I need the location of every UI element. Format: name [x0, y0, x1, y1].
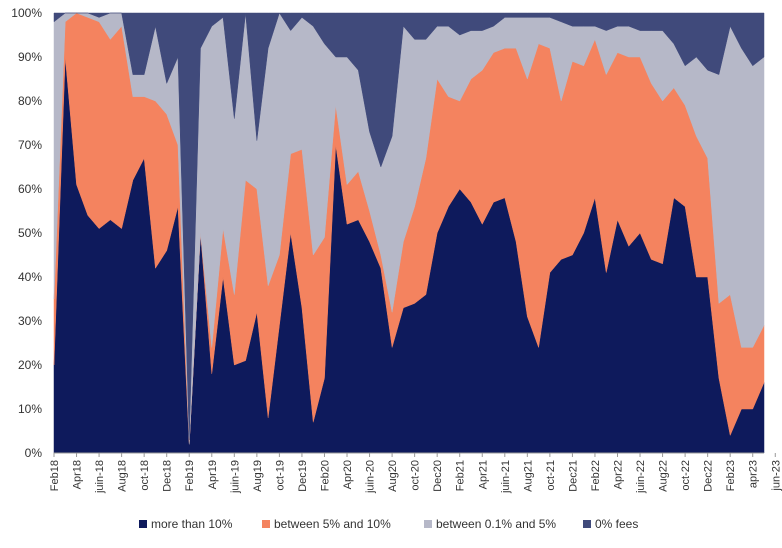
legend-label: more than 10%	[151, 517, 233, 531]
x-tick-label: oct-21	[545, 460, 557, 491]
legend-label: between 0.1% and 5%	[436, 517, 556, 531]
x-tick-label: oct-20	[410, 460, 422, 491]
x-tick-label: Apr21	[477, 460, 489, 489]
y-tick-label: 10%	[18, 402, 42, 416]
y-tick-label: 0%	[25, 446, 43, 460]
legend-swatch	[262, 520, 270, 528]
legend-item: between 0.1% and 5%	[424, 517, 556, 531]
x-tick-label: Aug22	[658, 460, 670, 492]
legend-swatch	[424, 520, 432, 528]
axes-layer: 0% 10% 20% 30% 40% 50% 60% 70% 80% 90% 100% Feb18 Ap…	[11, 6, 782, 494]
x-tick-label: Aug20	[387, 460, 399, 492]
y-tick-label: 60%	[18, 182, 42, 196]
x-tick-label: Feb20	[319, 460, 331, 491]
x-tick-label: jun-23	[770, 460, 782, 492]
y-tick-label: 40%	[18, 270, 42, 284]
y-tick-label: 20%	[18, 358, 42, 372]
x-tick-label: Aug19	[252, 460, 264, 492]
y-tick-label: 30%	[18, 314, 42, 328]
x-tick-label: Dec19	[297, 460, 309, 492]
x-tick-label: Feb18	[49, 460, 61, 491]
area-0-fees	[53, 12, 765, 440]
x-tick-label: juin-21	[500, 460, 512, 494]
legend-label: 0% fees	[595, 517, 638, 531]
x-tick-label: Apr18	[72, 460, 84, 489]
x-tick-label: apr23	[748, 460, 760, 488]
legend-swatch	[583, 520, 591, 528]
legend-label: between 5% and 10%	[274, 517, 391, 531]
x-tick-label: juin-20	[365, 460, 377, 494]
x-tick-label: Feb23	[725, 460, 737, 491]
legend-swatch	[139, 520, 147, 528]
x-tick-label: Feb22	[590, 460, 602, 491]
y-tick-label: 80%	[18, 94, 42, 108]
y-tick-label: 100%	[11, 6, 42, 20]
x-tick-label: Dec22	[703, 460, 715, 492]
legend-item: between 5% and 10%	[262, 517, 391, 531]
x-tick-label: Dec20	[432, 460, 444, 492]
legend-item: 0% fees	[583, 517, 638, 531]
y-tick-label: 70%	[18, 138, 42, 152]
x-tick-label: oct-19	[274, 460, 286, 491]
area-layer	[53, 12, 765, 454]
x-tick-label: Feb19	[184, 460, 196, 491]
x-tick-label: juin-22	[635, 460, 647, 494]
x-tick-label: juin-19	[229, 460, 241, 494]
x-tick-label: Apr19	[207, 460, 219, 489]
x-tick-label: Dec18	[162, 460, 174, 492]
x-tick-label: Dec21	[567, 460, 579, 492]
x-tick-label: juin-18	[94, 460, 106, 494]
legend: more than 10% between 5% and 10% between 0…	[139, 517, 638, 531]
y-tick-label: 50%	[18, 226, 42, 240]
x-tick-label: Feb21	[455, 460, 467, 491]
x-tick-label: Apr20	[342, 460, 354, 489]
legend-item: more than 10%	[139, 517, 233, 531]
x-tick-label: oct-18	[139, 460, 151, 491]
x-tick-label: oct-22	[680, 460, 692, 491]
y-tick-label: 90%	[18, 50, 42, 64]
x-tick-label: Apr22	[612, 460, 624, 489]
x-tick-label: Aug21	[522, 460, 534, 492]
x-tick-label: Aug18	[117, 460, 129, 492]
